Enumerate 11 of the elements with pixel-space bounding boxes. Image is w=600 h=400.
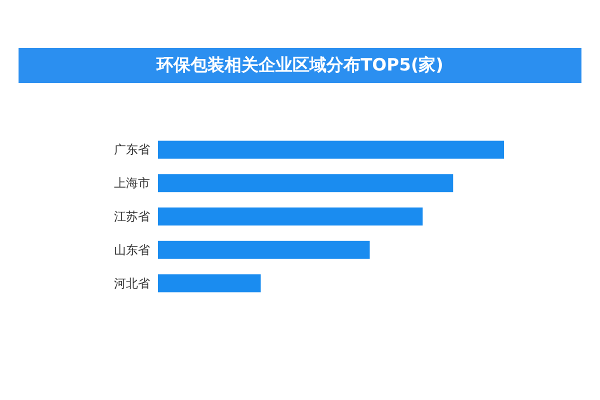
y-tick-label: 河北省 <box>114 276 150 290</box>
y-tick-label: 江苏省 <box>114 210 150 224</box>
y-tick-label: 上海市 <box>114 176 150 190</box>
y-tick-label: 山东省 <box>114 242 150 257</box>
y-tick-label: 广东省 <box>114 142 150 157</box>
bar <box>158 208 423 226</box>
bar <box>158 240 370 259</box>
bar <box>158 174 454 192</box>
bar <box>158 274 261 292</box>
chart-title: 环保包装相关企业区域分布TOP5(家) <box>156 56 444 76</box>
bar <box>158 140 504 159</box>
